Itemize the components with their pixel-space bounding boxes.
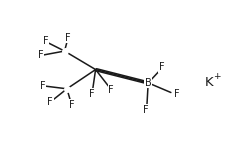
Text: F: F: [43, 36, 48, 46]
Text: F: F: [38, 50, 43, 61]
Text: F: F: [65, 33, 71, 43]
Text: F: F: [159, 62, 164, 72]
Text: F: F: [47, 97, 53, 107]
Text: F: F: [174, 89, 180, 99]
Text: F: F: [40, 81, 46, 91]
Text: K: K: [204, 76, 213, 89]
Text: +: +: [213, 72, 221, 81]
Text: F: F: [89, 89, 95, 99]
Text: F: F: [69, 100, 75, 110]
Text: F: F: [143, 105, 149, 115]
Text: B: B: [145, 78, 152, 88]
Text: F: F: [108, 85, 114, 95]
